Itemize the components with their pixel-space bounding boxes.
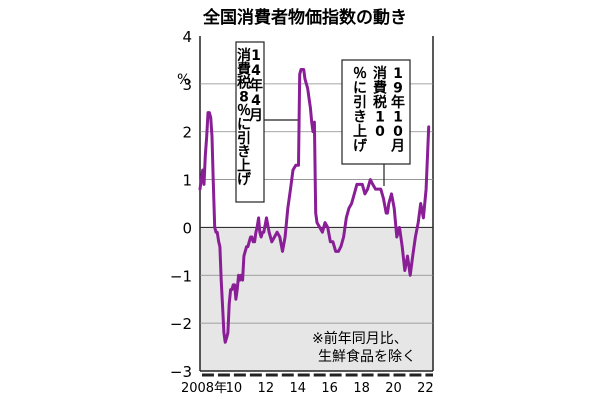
x-tick-label: 10 — [226, 381, 243, 396]
annotation-char: 年 — [249, 77, 263, 94]
x-tick-label: 12 — [258, 381, 275, 396]
x-tick-label: 2008年 — [181, 381, 227, 396]
y-tick-label: −3 — [170, 363, 192, 381]
annotation-char: げ — [237, 172, 252, 188]
annotation-char: に — [353, 81, 367, 97]
annotation-char: 0 — [393, 124, 403, 140]
annotation-char: ％ — [353, 66, 367, 82]
annotation-char: 消 — [373, 65, 387, 82]
annotation-char: に — [237, 117, 251, 133]
annotation-char: 0 — [375, 124, 385, 140]
annotation-char: ％ — [237, 103, 251, 119]
annotation-char: 上 — [353, 124, 367, 140]
annotation-char: 1 — [251, 48, 261, 64]
annotation-2014-box — [235, 41, 265, 203]
annotation-char: 9 — [393, 81, 403, 97]
annotation-char: 8 — [239, 89, 249, 105]
annotation-2019-box — [341, 59, 411, 165]
annotation-char: き — [237, 145, 251, 161]
annotation-char: 1 — [393, 66, 403, 82]
x-tick-label: 18 — [353, 381, 370, 396]
annotation-char: 上 — [237, 158, 251, 174]
annotation-char: 1 — [375, 110, 385, 126]
annotation-char: げ — [353, 139, 368, 155]
x-tick-label: 20 — [385, 381, 402, 396]
y-tick-label: 2 — [182, 124, 192, 142]
annotation-char: 1 — [393, 110, 403, 126]
y-tick-label: −2 — [170, 315, 192, 333]
annotation-char: 引 — [353, 95, 367, 111]
chart-note-line-2: 生鮮食品を除く — [318, 348, 416, 365]
chart-title: 全国消費者物価指数の動き — [202, 7, 407, 28]
annotation-char: 費 — [373, 80, 387, 97]
y-tick-label: 3 — [182, 76, 192, 94]
annotation-char: 費 — [237, 61, 251, 78]
annotation-char: 税 — [237, 75, 251, 92]
annotation-char: 月 — [248, 108, 263, 124]
negative-region-shade — [200, 227, 433, 371]
x-tick-label: 16 — [321, 381, 338, 396]
x-tick-label: 14 — [289, 381, 306, 396]
annotation-char: き — [353, 110, 367, 126]
annotation-char: 税 — [373, 94, 387, 111]
series-line-cpi — [198, 68, 431, 344]
annotation-char: 4 — [251, 93, 261, 109]
annotation-char: 月 — [390, 139, 405, 155]
x-tick-label: 22 — [417, 381, 434, 396]
y-tick-label: 4 — [182, 28, 192, 46]
chart-note-line-1: ※前年同月比、 — [312, 330, 408, 347]
y-tick-label: 1 — [182, 172, 192, 190]
annotation-char: 引 — [237, 131, 251, 147]
annotation-char: 4 — [251, 63, 261, 79]
y-tick-label: 0 — [182, 219, 192, 237]
y-tick-label: −1 — [170, 267, 192, 285]
annotation-char: 消 — [237, 47, 251, 64]
y-unit-label: % — [177, 72, 190, 88]
annotation-char: 年 — [391, 94, 405, 111]
